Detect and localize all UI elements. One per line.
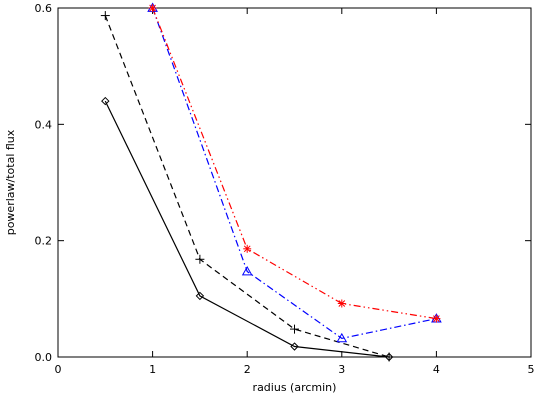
x-tick-label: 0 [55, 363, 62, 376]
markers-layer [100, 2, 442, 362]
data-point-asterisk [432, 314, 441, 323]
x-axis-title: radius (arcmin) [253, 381, 337, 394]
data-point-triangle [241, 265, 253, 276]
data-point-plus [195, 254, 205, 264]
marker-stroke [149, 4, 156, 12]
x-tick-label: 1 [149, 363, 156, 376]
x-tick-label: 3 [338, 363, 345, 376]
series-line-1 [104, 100, 390, 358]
data-point-plus [384, 352, 394, 362]
y-axis-title: powerlaw/total flux [4, 129, 17, 235]
plot-frame [57, 7, 532, 358]
series-line-3 [152, 7, 437, 340]
marker-stroke [338, 300, 346, 307]
y-tick-label: 0.0 [35, 351, 53, 364]
x-tick-label: 5 [528, 363, 535, 376]
data-point-diamond [290, 342, 299, 351]
y-tick-label: 0.2 [35, 235, 53, 248]
data-point-plus [100, 11, 110, 21]
y-tick-label: 0.6 [35, 2, 53, 15]
data-point-plus [290, 324, 299, 334]
data-point-triangle [336, 332, 348, 343]
data-point-diamond [101, 96, 110, 106]
marker-stroke [433, 315, 440, 322]
axis-ticks: 0 1 2 3 4 5 0.0 0.2 0.4 0.6 [35, 2, 535, 376]
marker-stroke [243, 245, 251, 253]
series-line-2 [104, 15, 390, 358]
series-layer [104, 7, 437, 358]
data-point-asterisk [243, 244, 252, 253]
series-line-4 [152, 7, 437, 320]
y-tick-label: 0.4 [35, 118, 53, 131]
data-point-diamond [195, 291, 205, 301]
x-tick-label: 4 [433, 363, 440, 376]
x-tick-label: 2 [244, 363, 251, 376]
data-point-asterisk [337, 299, 346, 308]
data-point-asterisk [148, 4, 157, 12]
